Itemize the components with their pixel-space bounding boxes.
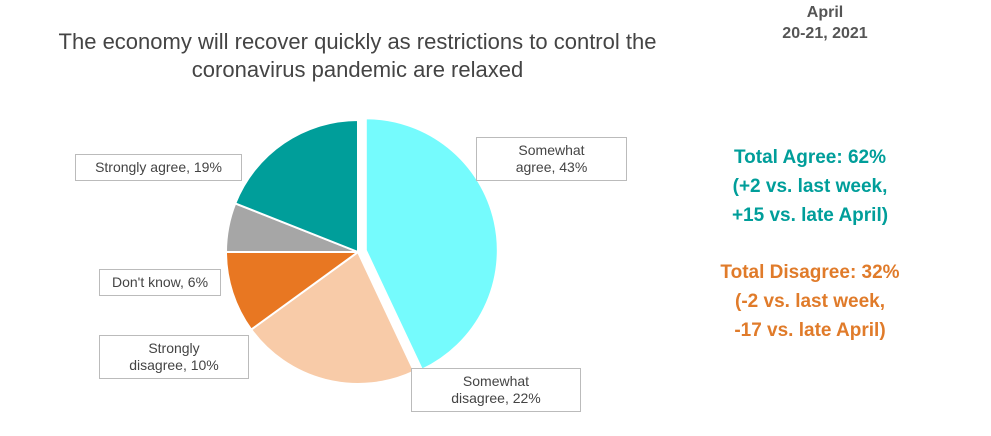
data-label: Somewhat disagree, 22%: [411, 368, 581, 412]
data-label: Somewhat agree, 43%: [476, 137, 627, 181]
annotation-line: Total Agree: 62%: [733, 147, 887, 168]
date-line: April: [806, 4, 844, 21]
data-label: Strongly agree, 19%: [75, 154, 242, 181]
pie-slice: [224, 251, 362, 331]
chart-title: The economy will recover quickly as rest…: [58, 29, 657, 82]
pie-slice: [233, 118, 359, 254]
date-line: 20-21, 2021: [782, 25, 868, 42]
data-label: Don't know, 6%: [99, 269, 221, 296]
annotation: Total Agree: 62% (+2 vs. last week, +15 vs…: [690, 143, 930, 230]
annotation: Total Disagree: 32% (-2 vs. last week, -17…: [690, 258, 930, 345]
date: April 20-21, 2021: [760, 2, 890, 44]
annotation-line: (+2 vs. last week,: [732, 176, 888, 197]
pie-slice: [249, 250, 416, 385]
annotation-line: Total Disagree: 32%: [720, 262, 900, 283]
annotation-line: +15 vs. late April): [731, 205, 889, 226]
pie-slice: [364, 117, 499, 372]
data-label: Strongly disagree, 10%: [99, 335, 249, 379]
annotation-line: (-2 vs. last week,: [735, 291, 885, 312]
annotation-line: -17 vs. late April): [734, 320, 886, 341]
